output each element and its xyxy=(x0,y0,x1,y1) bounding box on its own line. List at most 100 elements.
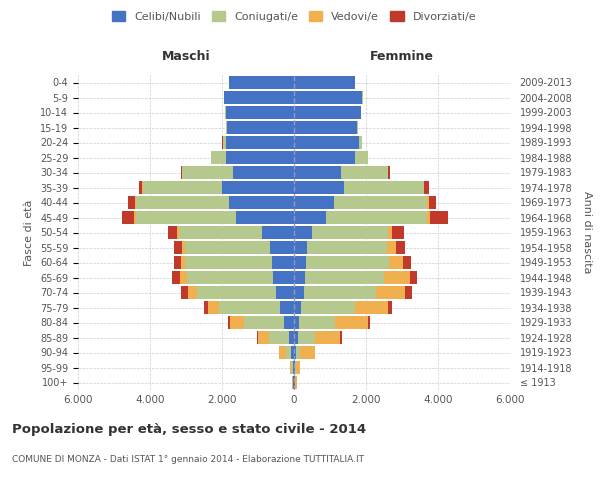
Bar xyxy=(136,196,229,209)
Bar xyxy=(284,316,294,329)
Bar xyxy=(300,346,314,359)
Bar xyxy=(294,166,341,179)
Bar xyxy=(292,361,293,374)
Bar xyxy=(299,316,335,329)
Bar xyxy=(294,226,312,239)
Bar xyxy=(395,241,404,254)
Bar xyxy=(269,331,289,344)
Bar xyxy=(304,286,376,299)
Bar xyxy=(226,106,294,119)
Bar xyxy=(427,211,430,224)
Bar xyxy=(392,226,404,239)
Bar xyxy=(334,196,427,209)
Bar xyxy=(306,256,389,269)
Bar xyxy=(279,346,286,359)
Bar xyxy=(291,346,294,359)
Bar xyxy=(134,211,136,224)
Bar xyxy=(226,151,294,164)
Bar xyxy=(385,271,410,284)
Bar xyxy=(236,211,294,224)
Bar xyxy=(294,316,299,329)
Bar xyxy=(388,226,392,239)
Bar xyxy=(128,196,135,209)
Bar xyxy=(312,226,388,239)
Bar xyxy=(295,376,297,389)
Bar xyxy=(388,166,390,179)
Bar xyxy=(355,151,368,164)
Bar xyxy=(307,241,386,254)
Bar xyxy=(403,256,410,269)
Bar xyxy=(185,241,269,254)
Bar xyxy=(294,256,306,269)
Bar xyxy=(226,121,227,134)
Bar xyxy=(293,376,294,389)
Bar xyxy=(294,76,355,89)
Bar xyxy=(269,241,294,254)
Bar xyxy=(305,271,385,284)
Bar xyxy=(424,181,429,194)
Bar xyxy=(294,121,357,134)
Bar xyxy=(226,136,294,149)
Text: Popolazione per età, sesso e stato civile - 2014: Popolazione per età, sesso e stato civil… xyxy=(12,422,366,436)
Bar xyxy=(185,256,272,269)
Bar xyxy=(294,361,295,374)
Bar xyxy=(294,136,359,149)
Bar xyxy=(294,331,298,344)
Bar xyxy=(228,316,230,329)
Bar xyxy=(136,211,236,224)
Bar xyxy=(289,331,294,344)
Bar xyxy=(244,316,284,329)
Bar xyxy=(167,226,176,239)
Bar xyxy=(223,136,226,149)
Bar xyxy=(188,286,197,299)
Text: Maschi: Maschi xyxy=(161,50,211,63)
Bar xyxy=(294,346,296,359)
Bar xyxy=(290,361,292,374)
Bar xyxy=(326,211,427,224)
Y-axis label: Fasce di età: Fasce di età xyxy=(25,200,34,266)
Bar xyxy=(229,76,294,89)
Bar xyxy=(278,346,279,359)
Bar xyxy=(389,256,403,269)
Bar xyxy=(122,211,134,224)
Bar xyxy=(340,331,341,344)
Bar xyxy=(359,136,362,149)
Bar xyxy=(294,106,361,119)
Bar xyxy=(135,196,136,209)
Bar xyxy=(294,181,344,194)
Bar xyxy=(428,196,436,209)
Bar xyxy=(298,331,315,344)
Bar xyxy=(219,301,280,314)
Bar xyxy=(273,271,294,284)
Bar xyxy=(368,316,370,329)
Bar xyxy=(357,121,358,134)
Bar xyxy=(314,346,315,359)
Text: COMUNE DI MONZA - Dati ISTAT 1° gennaio 2014 - Elaborazione TUTTITALIA.IT: COMUNE DI MONZA - Dati ISTAT 1° gennaio … xyxy=(12,455,364,464)
Bar xyxy=(301,301,355,314)
Bar xyxy=(294,211,326,224)
Bar xyxy=(430,211,448,224)
Bar xyxy=(427,196,428,209)
Bar xyxy=(296,361,300,374)
Bar xyxy=(335,316,368,329)
Bar xyxy=(296,346,300,359)
Legend: Celibi/Nubili, Coniugati/e, Vedovi/e, Divorziati/e: Celibi/Nubili, Coniugati/e, Vedovi/e, Di… xyxy=(109,8,479,25)
Bar xyxy=(208,301,219,314)
Bar xyxy=(272,256,294,269)
Bar xyxy=(224,91,294,104)
Bar xyxy=(182,241,185,254)
Bar xyxy=(179,271,187,284)
Bar xyxy=(294,196,334,209)
Bar xyxy=(230,316,244,329)
Bar xyxy=(181,286,188,299)
Bar xyxy=(294,286,304,299)
Bar xyxy=(139,181,142,194)
Bar xyxy=(294,376,295,389)
Bar xyxy=(294,301,301,314)
Bar xyxy=(174,256,181,269)
Bar xyxy=(295,361,296,374)
Bar xyxy=(176,226,179,239)
Bar xyxy=(293,361,294,374)
Bar xyxy=(257,331,258,344)
Bar xyxy=(187,271,273,284)
